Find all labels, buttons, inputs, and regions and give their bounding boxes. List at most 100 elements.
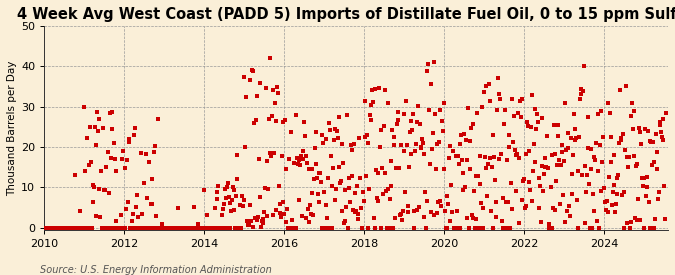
- Point: [267, 212, 278, 217]
- Point: [479, 155, 490, 159]
- Point: [494, 92, 505, 97]
- Point: [344, 175, 354, 180]
- Point: [418, 152, 429, 156]
- Point: [576, 92, 587, 96]
- Point: [657, 138, 668, 142]
- Point: [59, 226, 70, 230]
- Text: Source: U.S. Energy Information Administration: Source: U.S. Energy Information Administ…: [40, 265, 272, 275]
- Point: [624, 226, 635, 230]
- Point: [631, 161, 642, 166]
- Point: [352, 184, 362, 188]
- Point: [350, 190, 361, 195]
- Point: [542, 166, 553, 170]
- Point: [304, 219, 315, 224]
- Point: [126, 226, 136, 230]
- Point: [175, 226, 186, 230]
- Point: [614, 141, 624, 145]
- Point: [549, 123, 560, 128]
- Point: [496, 219, 507, 224]
- Point: [300, 154, 311, 158]
- Point: [226, 208, 237, 213]
- Point: [510, 148, 520, 152]
- Point: [400, 99, 411, 104]
- Point: [528, 169, 539, 174]
- Point: [445, 144, 456, 148]
- Point: [211, 226, 221, 230]
- Point: [483, 82, 494, 87]
- Point: [634, 126, 645, 130]
- Point: [441, 194, 452, 198]
- Point: [64, 226, 75, 230]
- Point: [99, 188, 110, 192]
- Point: [429, 60, 439, 64]
- Point: [235, 226, 246, 230]
- Point: [645, 139, 656, 143]
- Point: [592, 111, 603, 116]
- Point: [300, 134, 310, 138]
- Point: [154, 226, 165, 230]
- Point: [85, 125, 96, 129]
- Point: [410, 148, 421, 153]
- Point: [425, 82, 436, 87]
- Point: [435, 199, 446, 204]
- Point: [632, 197, 643, 201]
- Point: [621, 221, 632, 225]
- Point: [167, 226, 178, 230]
- Point: [449, 226, 460, 230]
- Point: [57, 226, 68, 230]
- Point: [599, 185, 610, 190]
- Point: [570, 136, 581, 140]
- Point: [532, 112, 543, 117]
- Point: [46, 226, 57, 230]
- Point: [169, 226, 180, 230]
- Point: [625, 114, 636, 118]
- Point: [493, 157, 504, 161]
- Point: [212, 190, 223, 194]
- Point: [430, 112, 441, 116]
- Point: [80, 226, 91, 230]
- Point: [659, 183, 670, 188]
- Point: [637, 184, 648, 189]
- Point: [315, 171, 325, 175]
- Point: [375, 145, 385, 149]
- Point: [641, 185, 652, 189]
- Point: [128, 211, 138, 216]
- Point: [285, 226, 296, 230]
- Point: [156, 222, 167, 226]
- Point: [513, 156, 524, 160]
- Point: [132, 192, 142, 197]
- Point: [196, 226, 207, 230]
- Point: [125, 226, 136, 230]
- Point: [467, 216, 478, 221]
- Point: [506, 206, 517, 211]
- Point: [427, 131, 438, 136]
- Point: [307, 167, 318, 172]
- Point: [406, 152, 416, 156]
- Point: [331, 129, 342, 133]
- Point: [95, 214, 105, 219]
- Point: [595, 189, 606, 193]
- Point: [537, 116, 548, 120]
- Point: [577, 172, 588, 177]
- Point: [294, 198, 304, 202]
- Point: [464, 139, 475, 143]
- Point: [485, 99, 495, 103]
- Point: [70, 172, 80, 177]
- Point: [398, 209, 408, 213]
- Point: [462, 216, 472, 221]
- Point: [335, 181, 346, 185]
- Point: [208, 226, 219, 230]
- Point: [126, 226, 137, 230]
- Point: [76, 226, 87, 230]
- Point: [215, 226, 226, 230]
- Point: [256, 219, 267, 224]
- Point: [261, 86, 271, 90]
- Point: [487, 226, 498, 230]
- Point: [639, 226, 650, 230]
- Point: [478, 226, 489, 230]
- Point: [380, 171, 391, 175]
- Point: [601, 208, 612, 212]
- Point: [342, 113, 352, 117]
- Point: [473, 226, 484, 230]
- Point: [45, 226, 56, 230]
